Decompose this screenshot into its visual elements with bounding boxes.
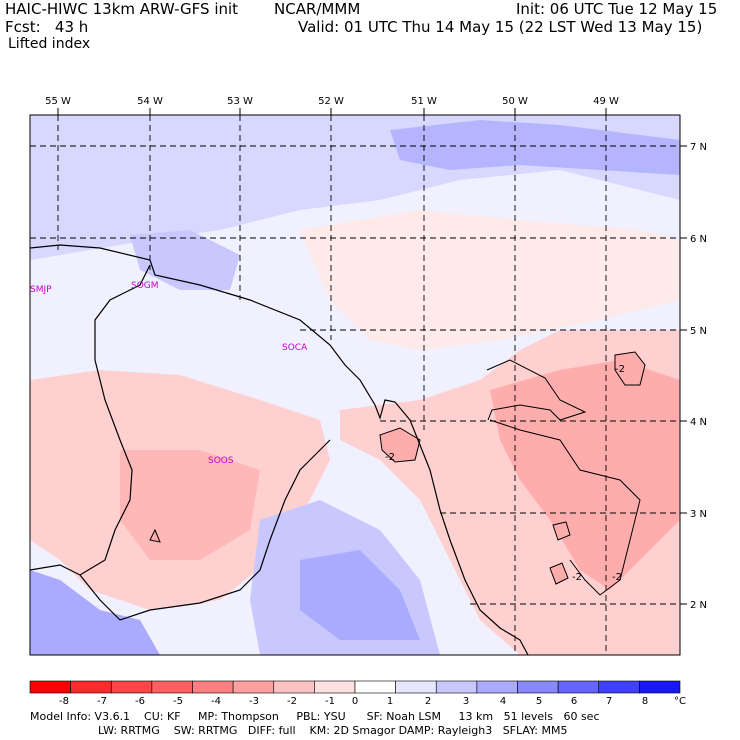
- colorbar: [29, 680, 681, 694]
- contour-label-3: -2: [572, 572, 582, 583]
- lon-label-53w: 53 W: [227, 96, 253, 107]
- map-frame: [29, 114, 681, 656]
- colorbar-tick: 2: [425, 696, 431, 707]
- unstable-core-east: [490, 360, 680, 590]
- institution: NCAR/MMM: [274, 0, 361, 18]
- valid-time: Valid: 01 UTC Thu 14 May 15 (22 LST Wed …: [298, 18, 703, 36]
- station-label-smjp: SMJP: [30, 285, 52, 295]
- colorbar-tick: -3: [249, 696, 259, 707]
- lifted-index-field: [30, 115, 680, 655]
- lat-label-6n: 6 N: [690, 234, 707, 245]
- colorbar-tick: 4: [500, 696, 506, 707]
- border-french-guiana-brazil: [79, 439, 331, 621]
- lon-label-50w: 50 W: [502, 96, 528, 107]
- lat-label-3n: 3 N: [690, 509, 707, 520]
- colorbar-swatch: [639, 680, 681, 694]
- colorbar-tick: -1: [325, 696, 335, 707]
- colorbar-tick: 3: [463, 696, 469, 707]
- colorbar-tick: 1: [387, 696, 393, 707]
- colorbar-tick: 0: [352, 696, 358, 707]
- contour-label-4: -2: [612, 572, 622, 583]
- station-label-soos: SOOS: [208, 456, 234, 466]
- lon-label-49w: 49 W: [593, 96, 619, 107]
- colorbar-swatch: [395, 680, 437, 694]
- lon-label-51w: 51 W: [411, 96, 437, 107]
- colorbar-swatch: [192, 680, 234, 694]
- colorbar-swatch: [476, 680, 518, 694]
- colorbar-swatch: [598, 680, 640, 694]
- colorbar-tick: 5: [536, 696, 542, 707]
- colorbar-tick: -7: [97, 696, 107, 707]
- colorbar-tick: -2: [287, 696, 297, 707]
- stable-core-south: [300, 550, 420, 640]
- contour-closed-small-1: [552, 521, 571, 541]
- colorbar-swatch: [435, 680, 478, 694]
- colorbar-swatch: [151, 680, 193, 694]
- stable-core-north: [390, 120, 680, 175]
- graticule: [30, 115, 680, 655]
- colorbar-tick: 7: [606, 696, 612, 707]
- field-name: Lifted index: [8, 36, 91, 52]
- colorbar-tick: 6: [571, 696, 577, 707]
- colorbar-swatch: [314, 680, 356, 694]
- forecast-hour: Fcst: 43 h: [5, 18, 89, 36]
- model-info-line-2: LW: RRTMG SW: RRTMG DIFF: full KM: 2D Sm…: [98, 724, 568, 737]
- contour-closed-amapa: [379, 427, 421, 463]
- weak-instability-center: [300, 210, 680, 350]
- colorbar-labels: -8 -7 -6 -5 -4 -3 -2 -1 0 1 2 3 4 5 6 7 …: [59, 696, 686, 707]
- colorbar-tick: -8: [59, 696, 69, 707]
- contour-label-1: -2: [615, 364, 625, 375]
- colorbar-unit: °C: [674, 696, 686, 707]
- colorbar-swatch: [273, 680, 315, 694]
- lat-label-5n: 5 N: [690, 326, 707, 337]
- model-info-line-1: Model Info: V3.6.1 CU: KF MP: Thompson P…: [30, 710, 600, 723]
- lat-label-4n: 4 N: [690, 417, 707, 428]
- colorbar-swatch: [29, 680, 71, 694]
- contour-line-east-2: [489, 419, 641, 596]
- lat-label-7n: 7 N: [690, 142, 707, 153]
- contour-closed-small-2: [549, 562, 569, 585]
- colorbar-tick: -5: [173, 696, 183, 707]
- coastline: [30, 244, 529, 655]
- contour-closed-small-west: [149, 528, 161, 543]
- init-time: Init: 06 UTC Tue 12 May 15: [516, 0, 718, 18]
- contour-closed-northeast: [614, 351, 646, 386]
- colorbar-swatch: [232, 680, 275, 694]
- lon-label-55w: 55 W: [45, 96, 71, 107]
- stable-area-southwest: [30, 570, 160, 655]
- contour-line-east: [486, 359, 587, 421]
- colorbar-swatch: [354, 680, 396, 694]
- contour-label-2: -2: [385, 452, 395, 463]
- colorbar-swatch: [70, 680, 112, 694]
- colorbar-swatch: [110, 680, 153, 694]
- station-label-soca: SOCA: [282, 343, 308, 353]
- colorbar-tick: -6: [135, 696, 145, 707]
- lat-label-2n: 2 N: [690, 600, 707, 611]
- colorbar-swatch: [557, 680, 600, 694]
- colorbar-tick: -4: [211, 696, 221, 707]
- model-title: HAIC-HIWC 13km ARW-GFS init: [5, 0, 239, 18]
- axis-ticks: [57, 108, 687, 605]
- border-suriname-guyana: [30, 264, 151, 576]
- station-label-sogm: SOGM: [131, 281, 159, 291]
- colorbar-tick: 8: [642, 696, 648, 707]
- lon-label-54w: 54 W: [137, 96, 163, 107]
- lon-label-52w: 52 W: [318, 96, 344, 107]
- colorbar-swatch: [517, 680, 559, 694]
